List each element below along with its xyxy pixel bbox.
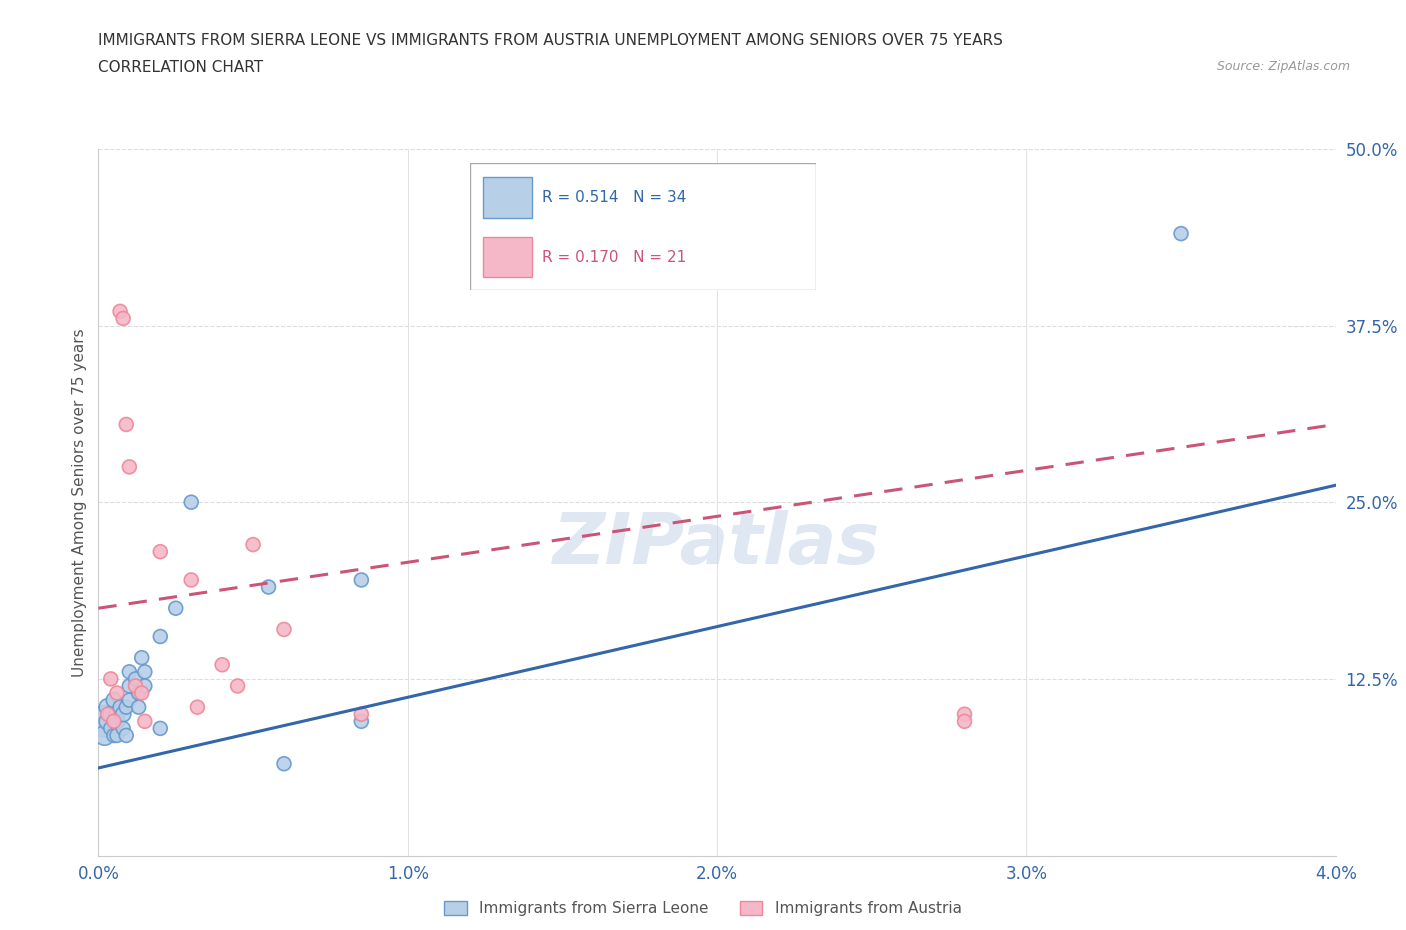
Point <box>108 699 131 714</box>
Point <box>124 679 146 694</box>
Point <box>118 459 141 474</box>
Point <box>165 601 187 616</box>
Point <box>226 679 249 694</box>
Point <box>93 714 115 729</box>
Point <box>100 721 122 736</box>
Point <box>108 304 131 319</box>
Point <box>100 707 122 722</box>
Point <box>97 699 120 714</box>
Point <box>134 664 156 679</box>
Point <box>134 714 156 729</box>
Point <box>105 728 128 743</box>
Point <box>350 573 373 588</box>
Point <box>103 728 125 743</box>
Point <box>211 658 233 672</box>
Point <box>115 728 138 743</box>
Point <box>112 311 135 325</box>
Point <box>953 714 976 729</box>
Point <box>103 714 125 729</box>
Point <box>105 685 128 700</box>
Point <box>149 721 172 736</box>
Point <box>186 699 208 714</box>
Point <box>242 538 264 552</box>
Point <box>273 756 295 771</box>
Point <box>115 417 138 432</box>
Point <box>128 699 150 714</box>
Point <box>97 707 120 722</box>
Point <box>93 728 115 743</box>
Point <box>124 671 146 686</box>
Point <box>257 579 280 594</box>
Point <box>350 714 373 729</box>
Point <box>273 622 295 637</box>
Point <box>112 721 135 736</box>
Point <box>118 679 141 694</box>
Point <box>103 693 125 708</box>
Point <box>100 671 122 686</box>
Point <box>118 693 141 708</box>
Text: ZIPatlas: ZIPatlas <box>554 511 880 579</box>
Point <box>149 544 172 559</box>
Point <box>118 664 141 679</box>
Text: CORRELATION CHART: CORRELATION CHART <box>98 60 263 75</box>
Point <box>1170 226 1192 241</box>
Point <box>97 714 120 729</box>
Text: Source: ZipAtlas.com: Source: ZipAtlas.com <box>1216 60 1350 73</box>
Point <box>134 679 156 694</box>
Point <box>131 650 153 665</box>
Point <box>112 707 135 722</box>
Point <box>115 699 138 714</box>
Point <box>105 714 128 729</box>
Text: IMMIGRANTS FROM SIERRA LEONE VS IMMIGRANTS FROM AUSTRIA UNEMPLOYMENT AMONG SENIO: IMMIGRANTS FROM SIERRA LEONE VS IMMIGRAN… <box>98 33 1004 47</box>
Legend: Immigrants from Sierra Leone, Immigrants from Austria: Immigrants from Sierra Leone, Immigrants… <box>439 895 967 923</box>
Point <box>131 685 153 700</box>
Point <box>105 707 128 722</box>
Point <box>180 573 202 588</box>
Point <box>953 707 976 722</box>
Y-axis label: Unemployment Among Seniors over 75 years: Unemployment Among Seniors over 75 years <box>72 328 87 676</box>
Point <box>128 685 150 700</box>
Point <box>350 707 373 722</box>
Point <box>180 495 202 510</box>
Point <box>149 629 172 644</box>
